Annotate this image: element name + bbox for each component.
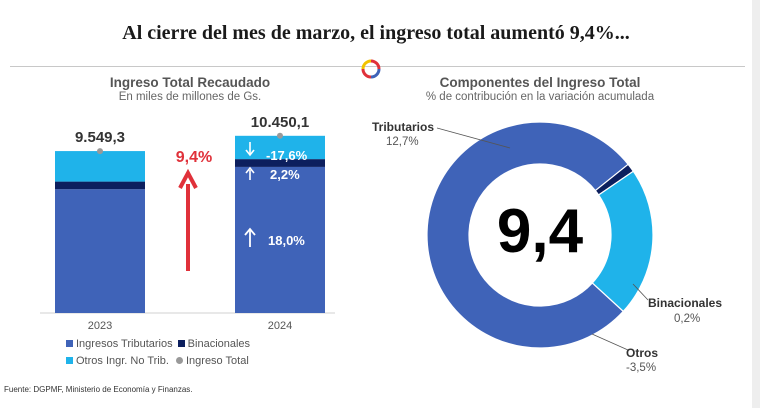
tributarios-slice-name: Tributarios <box>372 120 434 134</box>
right-panel-title: Componentes del Ingreso Total <box>439 75 641 90</box>
binacionales-up-arrow-icon <box>245 166 255 180</box>
stacked-bar-chart: 9.549,3 2023 10.450,1 2024 9,4% -17,6% 2,2%… <box>40 114 335 332</box>
left-panel-subtitle: En miles de millones de Gs. <box>118 91 262 103</box>
tributarios-slice-value: 12,7% <box>386 136 419 148</box>
bar-2024-series-2 <box>235 135 325 160</box>
otros-leader-line <box>591 333 629 351</box>
tributarios-up-arrow-icon <box>244 227 256 247</box>
donut-center-value: 9,4 <box>497 197 584 266</box>
otros-down-arrow-icon <box>245 142 255 157</box>
donut-slice-tributarios <box>426 121 630 349</box>
legend-tributarios: Ingresos Tributarios <box>66 338 173 350</box>
bar-2023-series-1 <box>55 181 145 190</box>
legend-binacionales: Binacionales <box>177 338 250 350</box>
source-note: Fuente: DGPMF, Ministerio de Economía y … <box>4 385 193 394</box>
total-point-2023 <box>97 148 103 155</box>
x-tick-2023: 2023 <box>88 320 112 332</box>
legend-ingreso-total: Ingreso Total <box>175 355 249 367</box>
bar-2023-series-2 <box>55 151 145 182</box>
legend-row-1: Ingresos Tributarios Binacionales <box>66 338 250 350</box>
legend-otros: Otros Ingr. No Trib. <box>66 355 169 367</box>
tributarios-change-label: 18,0% <box>268 233 305 248</box>
paraguay-logo-icon <box>360 58 382 85</box>
total-point-2024 <box>277 132 283 139</box>
binacionales-slice-value: 0,2% <box>674 313 700 325</box>
page-title: Al cierre del mes de marzo, el ingreso t… <box>122 22 630 44</box>
tributarios-leader-line <box>436 127 511 149</box>
binacionales-leader-line <box>632 283 649 301</box>
otros-slice-name: Otros <box>626 346 658 360</box>
x-tick-2024: 2024 <box>268 320 292 332</box>
total-label-2023: 9.549,3 <box>75 129 125 146</box>
legend-row-2: Otros Ingr. No Trib. Ingreso Total <box>66 355 249 367</box>
total-change-label: 9,4% <box>176 149 212 166</box>
total-change-arrow <box>178 168 198 271</box>
bar-2023-series-0 <box>55 189 145 313</box>
otros-change-label: -17,6% <box>266 148 308 163</box>
binacionales-slice-name: Binacionales <box>648 296 722 310</box>
total-label-2024: 10.450,1 <box>251 114 309 131</box>
donut-slice-otros <box>591 170 654 313</box>
otros-slice-value: -3,5% <box>626 362 656 374</box>
bar-2024-series-1 <box>235 159 325 167</box>
donut-slice-binacionales <box>594 163 635 196</box>
left-panel-title: Ingreso Total Recaudado <box>109 75 271 90</box>
right-panel-subtitle: % de contribución en la variación acumul… <box>425 91 655 103</box>
binacionales-change-label: 2,2% <box>270 167 300 182</box>
page-edge <box>752 0 760 408</box>
